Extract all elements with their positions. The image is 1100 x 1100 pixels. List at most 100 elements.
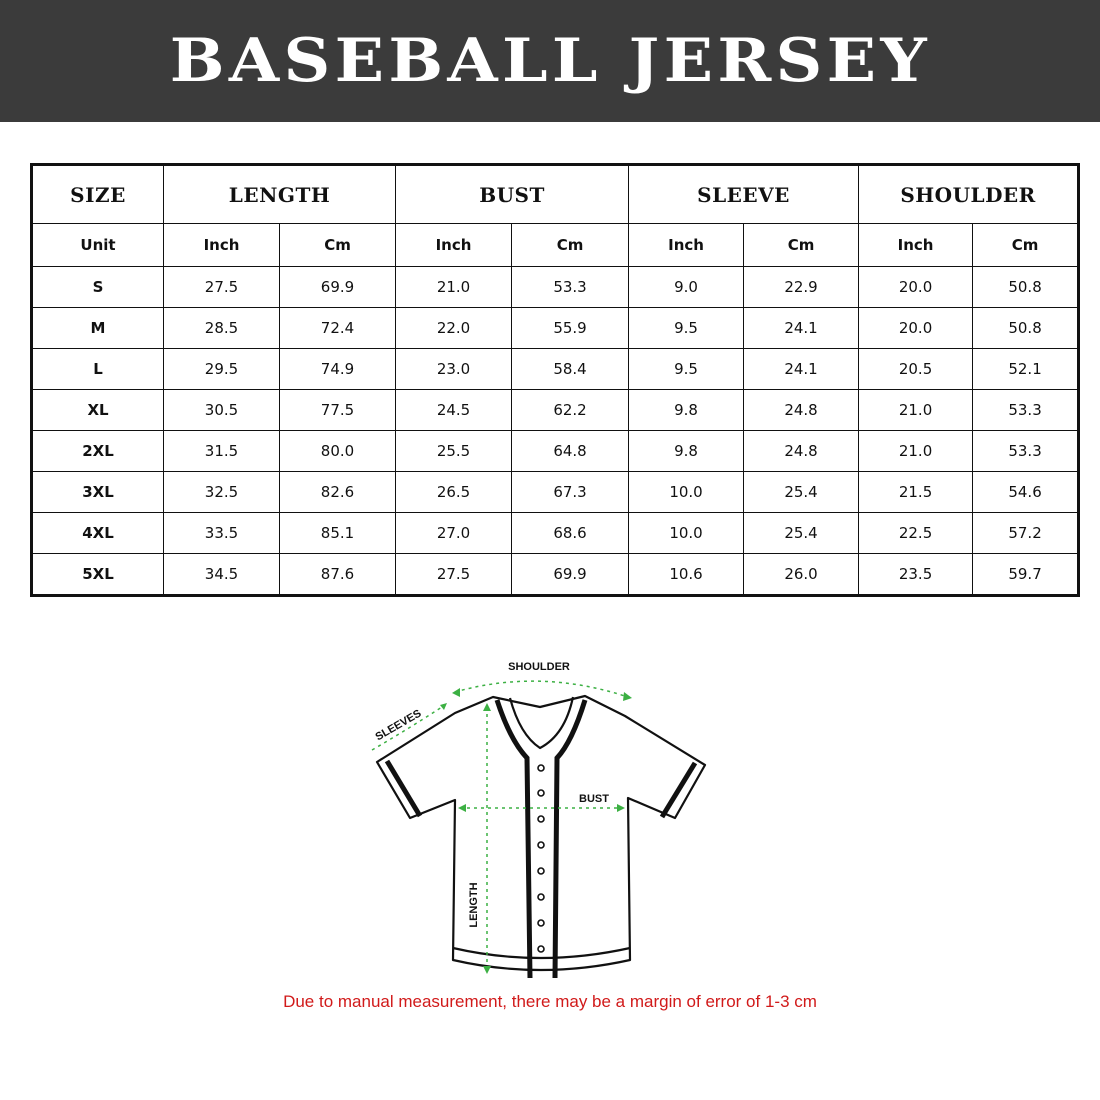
value-cell: 58.4 xyxy=(511,348,630,390)
value-cell: 64.8 xyxy=(511,430,630,472)
value-cell: 80.0 xyxy=(278,430,397,472)
jersey-buttons xyxy=(537,764,545,953)
size-cell: 5XL xyxy=(31,553,164,596)
table-row: XL 30.5 77.5 24.5 62.2 9.8 24.8 21.0 53.3 xyxy=(31,389,1080,431)
value-cell: 25.4 xyxy=(743,471,860,513)
jersey-diagram: SHOULDER SLEEVES BUST LENGTH xyxy=(371,661,707,979)
value-cell: 53.3 xyxy=(972,430,1080,472)
value-cell: 77.5 xyxy=(278,389,397,431)
header-bust: BUST xyxy=(395,164,630,224)
table-row: M 28.5 72.4 22.0 55.9 9.5 24.1 20.0 50.8 xyxy=(31,307,1080,349)
value-cell: 9.5 xyxy=(628,307,745,349)
page-title: BASEBALL JERSEY xyxy=(169,26,931,96)
value-cell: 24.1 xyxy=(743,348,860,390)
value-cell: 50.8 xyxy=(972,266,1080,308)
value-cell: 50.8 xyxy=(972,307,1080,349)
bust-label: BUST xyxy=(579,793,609,805)
measurement-note: Due to manual measurement, there may be … xyxy=(283,992,817,1011)
value-cell: 33.5 xyxy=(163,512,280,554)
header-size: SIZE xyxy=(31,164,164,224)
unit-cm: Cm xyxy=(278,223,397,267)
value-cell: 22.9 xyxy=(743,266,860,308)
value-cell: 22.5 xyxy=(858,512,974,554)
value-cell: 28.5 xyxy=(163,307,280,349)
value-cell: 82.6 xyxy=(278,471,397,513)
unit-inch: Inch xyxy=(628,223,745,267)
value-cell: 31.5 xyxy=(163,430,280,472)
arrow-heads xyxy=(440,688,632,974)
jersey-placket xyxy=(384,699,698,979)
value-cell: 25.5 xyxy=(395,430,513,472)
value-cell: 85.1 xyxy=(278,512,397,554)
value-cell: 21.0 xyxy=(858,430,974,472)
value-cell: 53.3 xyxy=(511,266,630,308)
table-row: 3XL 32.5 82.6 26.5 67.3 10.0 25.4 21.5 54.6 xyxy=(31,471,1080,513)
value-cell: 24.8 xyxy=(743,389,860,431)
table-row: S 27.5 69.9 21.0 53.3 9.0 22.9 20.0 50.8 xyxy=(31,266,1080,308)
value-cell: 21.5 xyxy=(858,471,974,513)
unit-inch: Inch xyxy=(858,223,974,267)
unit-header-row: Unit Inch Cm Inch Cm Inch Cm Inch Cm xyxy=(31,223,1080,267)
value-cell: 22.0 xyxy=(395,307,513,349)
value-cell: 69.9 xyxy=(511,553,630,596)
value-cell: 29.5 xyxy=(163,348,280,390)
sleeve-arrow xyxy=(371,704,446,751)
size-cell: 2XL xyxy=(31,430,164,472)
value-cell: 52.1 xyxy=(972,348,1080,390)
value-cell: 24.1 xyxy=(743,307,860,349)
value-cell: 54.6 xyxy=(972,471,1080,513)
length-label: LENGTH xyxy=(468,882,480,927)
jersey-outline xyxy=(375,694,707,972)
shoulder-label: SHOULDER xyxy=(508,661,570,673)
unit-cm: Cm xyxy=(972,223,1080,267)
value-cell: 23.5 xyxy=(858,553,974,596)
header-length: LENGTH xyxy=(162,164,397,224)
value-cell: 23.0 xyxy=(395,348,513,390)
value-cell: 21.0 xyxy=(858,389,974,431)
size-cell: M xyxy=(31,307,164,349)
table-row: L 29.5 74.9 23.0 58.4 9.5 24.1 20.5 52.1 xyxy=(31,348,1080,390)
value-cell: 10.0 xyxy=(628,471,745,513)
value-cell: 68.6 xyxy=(511,512,630,554)
value-cell: 62.2 xyxy=(511,389,630,431)
value-cell: 9.5 xyxy=(628,348,745,390)
unit-cm: Cm xyxy=(511,223,630,267)
value-cell: 10.0 xyxy=(628,512,745,554)
unit-inch: Inch xyxy=(163,223,280,267)
header-sleeve: SLEEVE xyxy=(628,164,860,224)
table-row: 5XL 34.5 87.6 27.5 69.9 10.6 26.0 23.5 59.7 xyxy=(31,553,1080,596)
size-cell: 4XL xyxy=(31,512,164,554)
group-header-row: SIZE LENGTH BUST SLEEVE SHOULDER xyxy=(31,164,1080,224)
value-cell: 10.6 xyxy=(628,553,745,596)
unit-label: Unit xyxy=(31,223,164,267)
value-cell: 30.5 xyxy=(163,389,280,431)
size-cell: L xyxy=(31,348,164,390)
value-cell: 27.5 xyxy=(395,553,513,596)
value-cell: 69.9 xyxy=(278,266,397,308)
value-cell: 20.0 xyxy=(858,307,974,349)
value-cell: 21.0 xyxy=(395,266,513,308)
value-cell: 24.5 xyxy=(395,389,513,431)
header-shoulder: SHOULDER xyxy=(858,164,1080,224)
value-cell: 24.8 xyxy=(743,430,860,472)
value-cell: 87.6 xyxy=(278,553,397,596)
value-cell: 26.5 xyxy=(395,471,513,513)
size-cell: S xyxy=(31,266,164,308)
value-cell: 9.8 xyxy=(628,389,745,431)
title-banner: BASEBALL JERSEY xyxy=(0,0,1100,122)
size-chart-table: SIZE LENGTH BUST SLEEVE SHOULDER Unit In… xyxy=(30,163,1081,597)
value-cell: 67.3 xyxy=(511,471,630,513)
value-cell: 59.7 xyxy=(972,553,1080,596)
value-cell: 20.5 xyxy=(858,348,974,390)
value-cell: 9.0 xyxy=(628,266,745,308)
value-cell: 74.9 xyxy=(278,348,397,390)
value-cell: 27.0 xyxy=(395,512,513,554)
value-cell: 53.3 xyxy=(972,389,1080,431)
table-row: 4XL 33.5 85.1 27.0 68.6 10.0 25.4 22.5 57.2 xyxy=(31,512,1080,554)
value-cell: 27.5 xyxy=(163,266,280,308)
value-cell: 9.8 xyxy=(628,430,745,472)
value-cell: 25.4 xyxy=(743,512,860,554)
shoulder-arrow xyxy=(454,680,629,698)
table-row: 2XL 31.5 80.0 25.5 64.8 9.8 24.8 21.0 53.3 xyxy=(31,430,1080,472)
value-cell: 26.0 xyxy=(743,553,860,596)
